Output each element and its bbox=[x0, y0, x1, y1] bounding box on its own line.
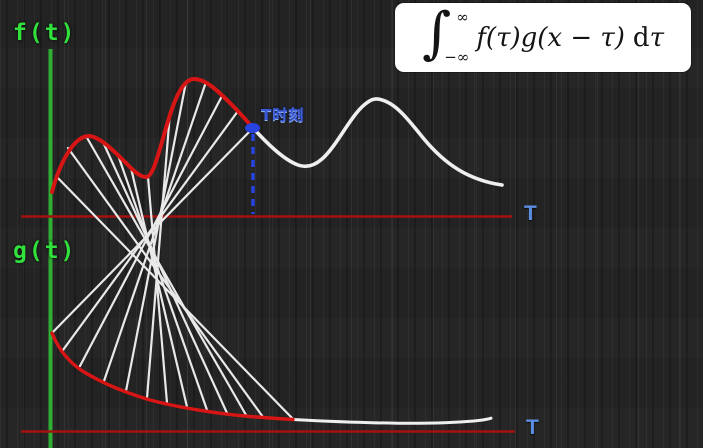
connector-line bbox=[102, 80, 208, 383]
f-curve-remainder bbox=[251, 97, 504, 187]
integral-upper-limit: ∞ bbox=[456, 7, 469, 26]
t-moment-annotation: T时刻 bbox=[261, 106, 305, 124]
g-curve-active bbox=[50, 331, 295, 422]
f-function-label: f(t) bbox=[13, 20, 77, 46]
differential-d: d bbox=[632, 22, 650, 53]
connector-line bbox=[66, 146, 265, 419]
connector-line bbox=[146, 175, 169, 405]
t-axis-label-top: T bbox=[524, 202, 537, 225]
connector-line bbox=[129, 166, 189, 409]
connector-line bbox=[124, 80, 188, 393]
connector-line bbox=[50, 126, 255, 335]
integral-lower-limit: −∞ bbox=[444, 47, 470, 66]
t-moment-dot bbox=[245, 123, 260, 133]
f-curve-active bbox=[50, 76, 255, 194]
t-axis-label-bottom: T bbox=[526, 416, 539, 439]
differential-tau: τ bbox=[649, 22, 664, 53]
integrand-text: f(τ)g(x − τ) bbox=[476, 22, 625, 53]
connector-line bbox=[116, 153, 209, 412]
connector-line bbox=[145, 110, 172, 400]
integral-sign: ∫ bbox=[422, 0, 452, 66]
connector-line bbox=[84, 134, 248, 417]
g-curve-remainder bbox=[291, 416, 493, 425]
integral-limits: ∞ −∞ bbox=[444, 7, 469, 66]
connector-line bbox=[61, 109, 240, 352]
convolution-formula-box: ∫ ∞ −∞ f(τ)g(x − τ) d τ bbox=[395, 3, 691, 72]
g-function-label: g(t) bbox=[13, 238, 77, 264]
connector-line bbox=[101, 140, 229, 415]
